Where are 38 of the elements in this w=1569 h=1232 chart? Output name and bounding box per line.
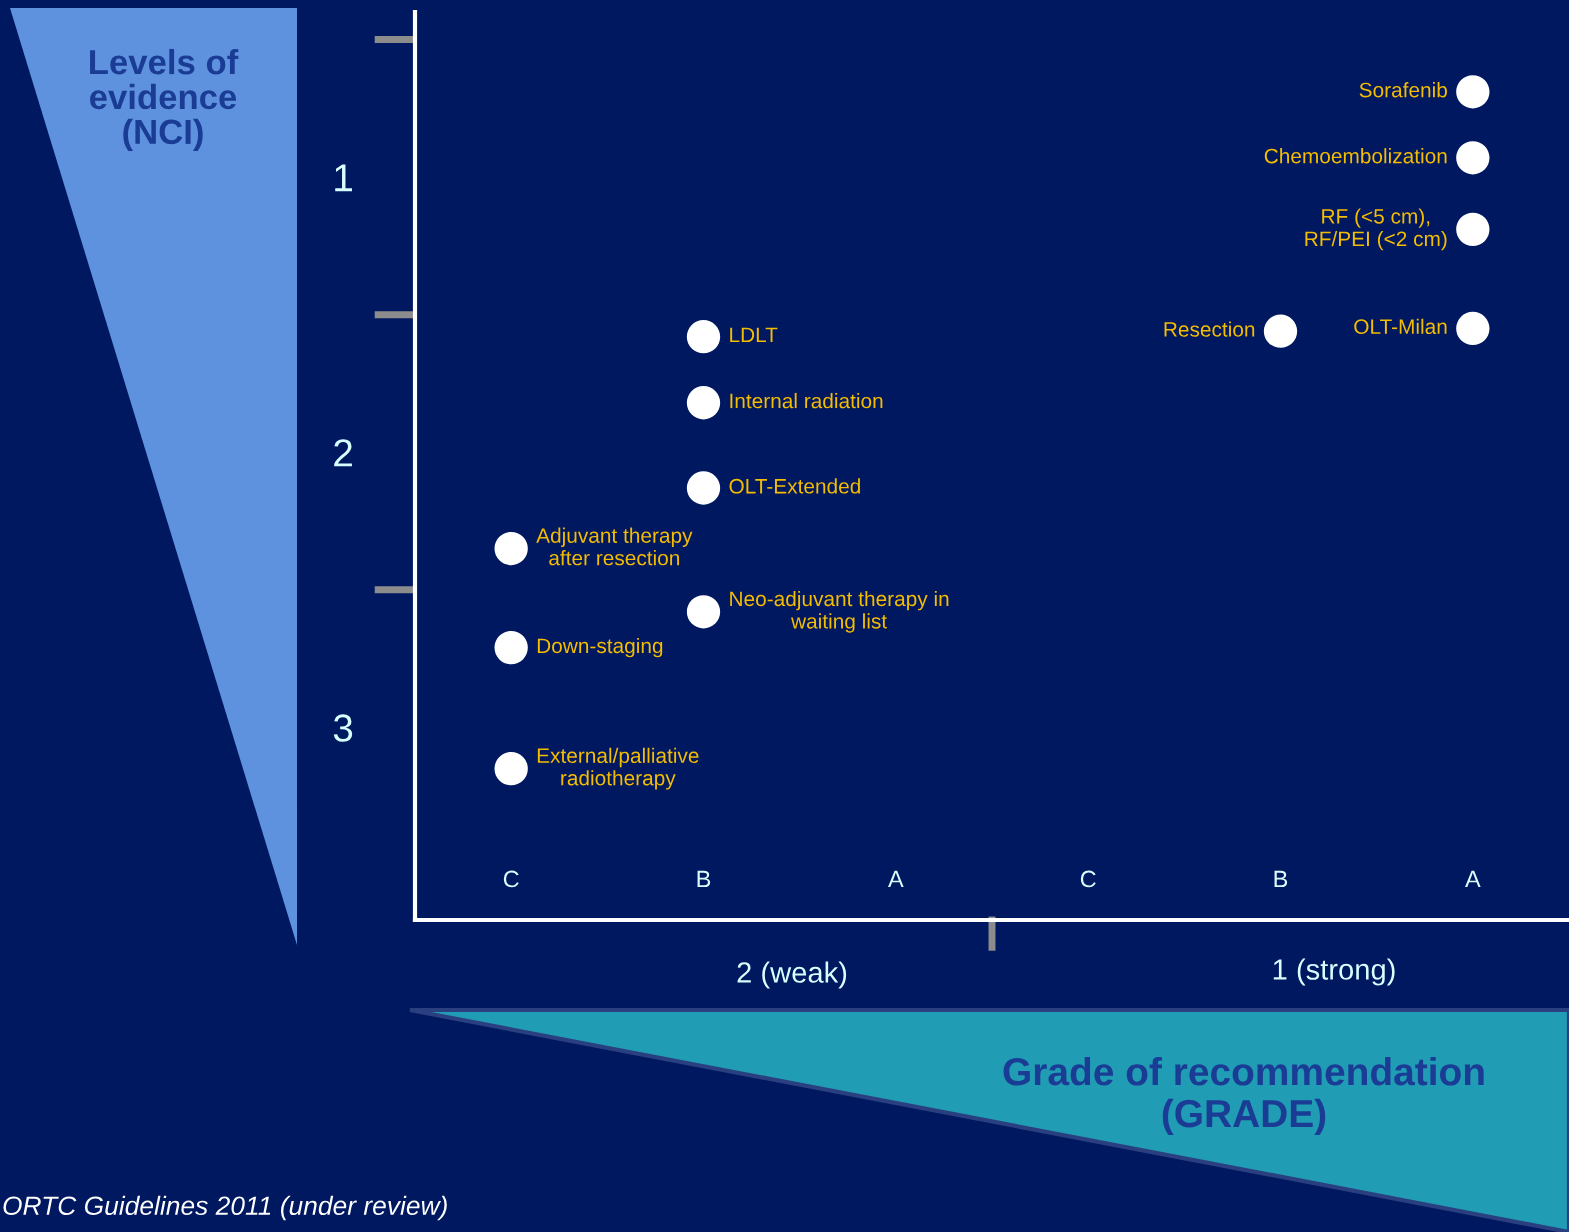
point bbox=[686, 386, 721, 420]
point bbox=[1456, 75, 1490, 109]
data-label: Neo-adjuvant therapy in waiting list bbox=[730, 590, 949, 633]
point bbox=[1456, 311, 1490, 346]
point bbox=[1263, 314, 1298, 348]
x-tick-label: B bbox=[1274, 870, 1288, 888]
data-label: Sorafenib bbox=[1359, 82, 1447, 98]
data-label: OLT-Milan bbox=[1354, 318, 1447, 335]
x-tick-label: C bbox=[1080, 870, 1096, 888]
x-axis-title: Grade of recommendation (GRADE) bbox=[1003, 1056, 1484, 1136]
text: ORTC Guidelines 2011 (under review) bbox=[3, 1195, 447, 1221]
point bbox=[494, 752, 528, 786]
point bbox=[1456, 212, 1490, 247]
y-tick-label: 3 bbox=[333, 714, 353, 742]
x-tick-label: A bbox=[888, 870, 904, 888]
data-label: External/palliative radiotherapy bbox=[537, 747, 699, 790]
x-tick-label: C bbox=[503, 870, 519, 888]
text: 1 (strong) bbox=[1273, 958, 1395, 986]
point bbox=[686, 471, 721, 505]
point bbox=[494, 531, 528, 566]
text: 2 (weak) bbox=[737, 961, 847, 989]
data-label: Chemoembolization bbox=[1264, 148, 1447, 164]
x-tick-label: A bbox=[1465, 870, 1481, 888]
data-label: Resection bbox=[1164, 321, 1255, 337]
data-label: Down-staging bbox=[537, 637, 663, 658]
y-tick-label: 2 bbox=[334, 439, 352, 467]
point bbox=[686, 320, 721, 354]
data-label: RF (<5 cm), RF/PEI (<2 cm) bbox=[1305, 208, 1447, 251]
y-tick-label: 1 bbox=[335, 164, 352, 192]
data-label: Internal radiation bbox=[730, 393, 883, 409]
data-label: Adjuvant therapy after resection bbox=[536, 527, 693, 566]
y-axis-title: Levels of evidence (NCI) bbox=[90, 48, 239, 152]
point bbox=[1456, 141, 1490, 175]
point bbox=[686, 595, 721, 629]
point bbox=[494, 630, 528, 665]
data-label: OLT-Extended bbox=[729, 478, 860, 494]
data-label: LDLT bbox=[730, 327, 778, 343]
x-tick-label: B bbox=[697, 870, 711, 888]
